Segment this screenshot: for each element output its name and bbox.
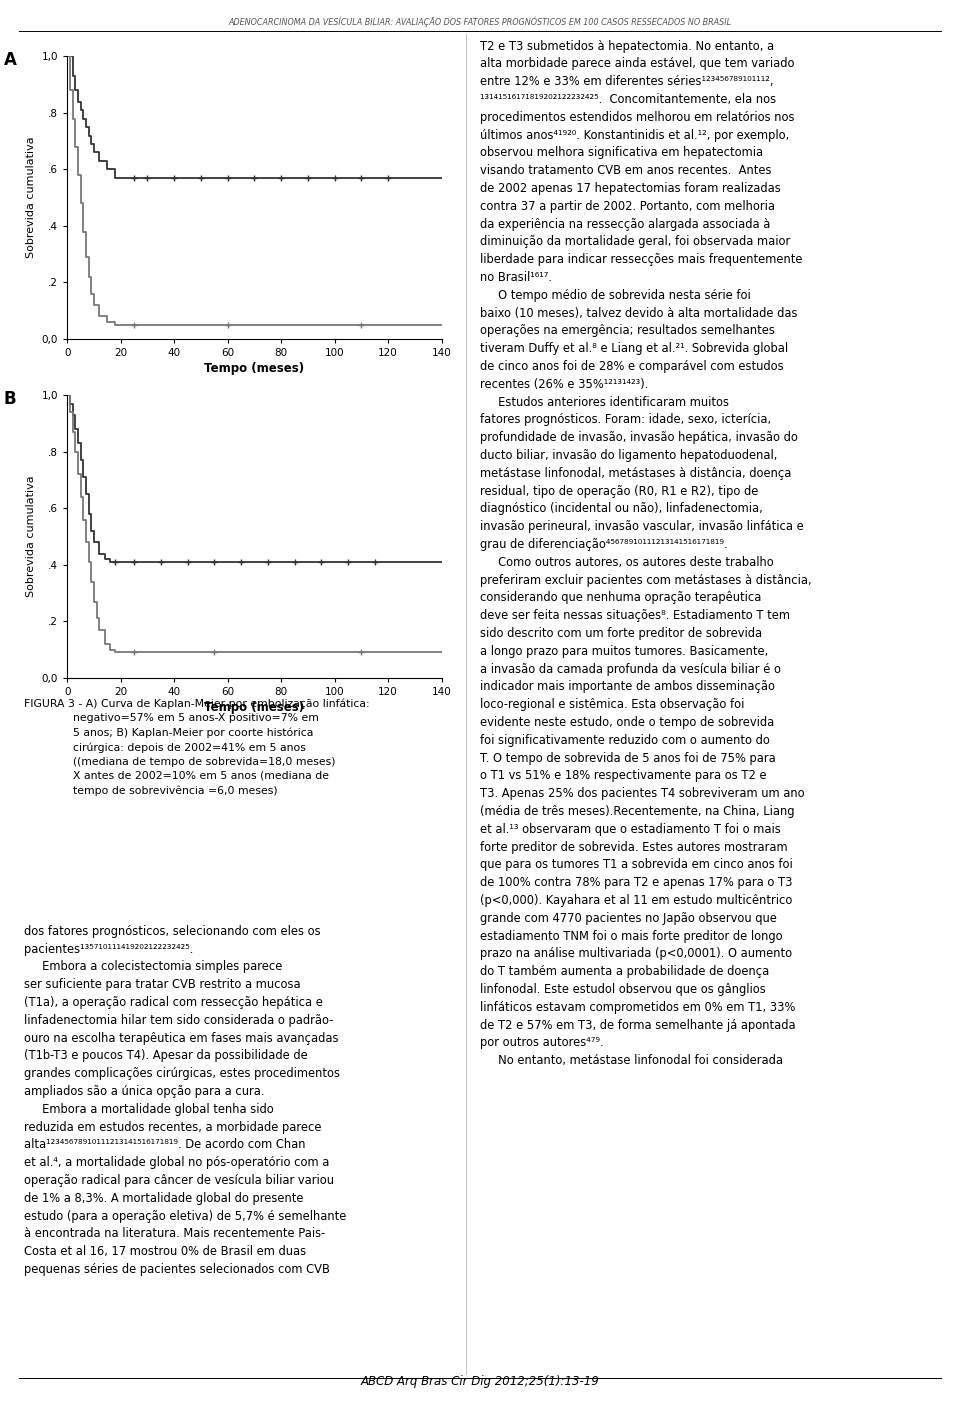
Text: ADENOCARCINOMA DA VESÍCULA BILIAR: AVALIAÇÃO DOS FATORES PROGNÓSTICOS EM 100 CAS: ADENOCARCINOMA DA VESÍCULA BILIAR: AVALI… (228, 17, 732, 27)
Text: FIGURA 3 - A) Curva de Kaplan-Meier por embolização linfática:
              neg: FIGURA 3 - A) Curva de Kaplan-Meier por … (24, 699, 370, 796)
Text: ABCD Arq Bras Cir Dig 2012;25(1):13-19: ABCD Arq Bras Cir Dig 2012;25(1):13-19 (361, 1375, 599, 1388)
Text: 17: 17 (881, 1385, 900, 1399)
Text: B: B (4, 390, 16, 408)
Text: T2 e T3 submetidos à hepatectomia. No entanto, a
alta morbidade parece ainda est: T2 e T3 submetidos à hepatectomia. No en… (480, 40, 811, 1067)
Y-axis label: Sobrevida cumulativa: Sobrevida cumulativa (26, 137, 36, 258)
Text: dos fatores prognósticos, selecionando com eles os
pacientes¹³⁵⁷¹⁰¹¹¹⁴¹⁹²⁰²¹²²²³: dos fatores prognósticos, selecionando c… (24, 925, 347, 1276)
Text: A: A (4, 51, 16, 69)
Y-axis label: Sobrevida cumulativa: Sobrevida cumulativa (26, 476, 36, 597)
X-axis label: Tempo (meses): Tempo (meses) (204, 361, 304, 376)
X-axis label: Tempo (meses): Tempo (meses) (204, 700, 304, 714)
